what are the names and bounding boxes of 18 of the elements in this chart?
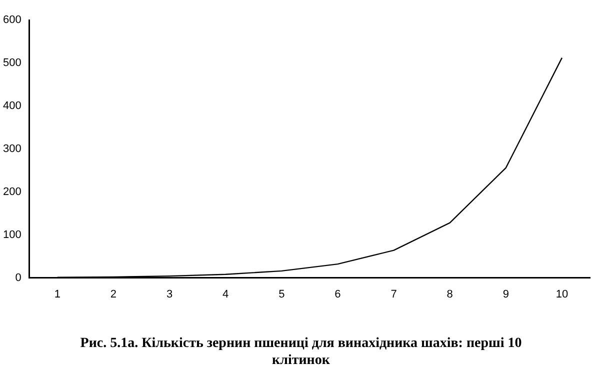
x-tick-label: 3 bbox=[166, 288, 173, 300]
x-tick-label: 7 bbox=[390, 288, 397, 300]
y-tick-label: 0 bbox=[15, 272, 22, 284]
y-tick-label: 400 bbox=[2, 100, 22, 112]
y-tick-label: 100 bbox=[2, 228, 22, 241]
x-tick-label: 2 bbox=[110, 288, 117, 300]
x-tick-label: 4 bbox=[222, 288, 229, 300]
x-tick-label: 1 bbox=[54, 288, 60, 300]
x-tick-label: 8 bbox=[446, 288, 453, 300]
text: Рис. 5.1а. Кількість зернин пшениці для винахідника шахів: перші 10 клітинок bbox=[79, 335, 523, 369]
x-tick-label: 5 bbox=[278, 288, 285, 300]
y-tick-label: 200 bbox=[2, 186, 22, 198]
x-tick-label: 10 bbox=[556, 288, 568, 300]
x-tick-label: 9 bbox=[502, 288, 509, 300]
y-tick-label: 600 bbox=[2, 14, 22, 26]
x-tick-label: 6 bbox=[334, 288, 341, 300]
y-tick-label: 500 bbox=[2, 57, 22, 69]
y-tick-label: 300 bbox=[2, 142, 22, 155]
